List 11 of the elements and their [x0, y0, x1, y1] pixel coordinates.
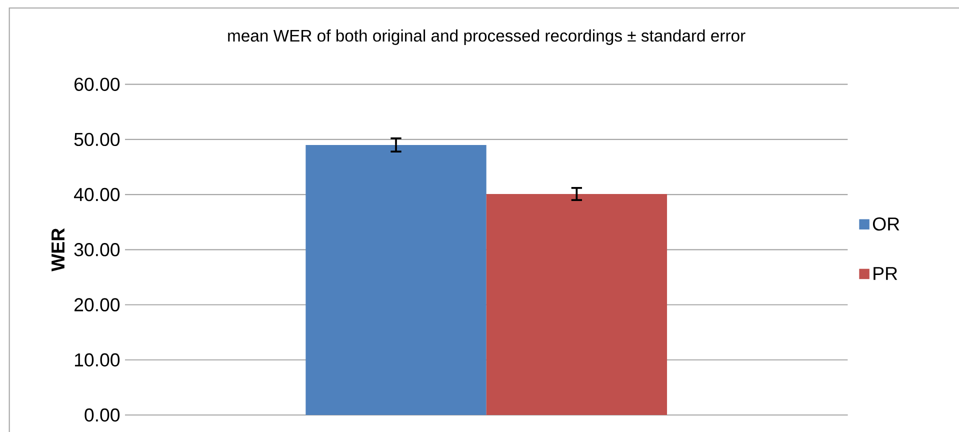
y-axis-title: WER — [52, 228, 64, 272]
y-tick-label: 60.00 — [74, 78, 120, 91]
y-tick-label: 0.00 — [84, 408, 120, 422]
legend-label: PR — [874, 267, 898, 280]
y-tick-label: 50.00 — [74, 132, 120, 146]
chart-title: mean WER of both original and processed recordings ± standard error — [228, 29, 746, 45]
y-tick-label: 10.00 — [75, 353, 120, 366]
y-tick-label: 40.00 — [74, 188, 120, 202]
legend-label: OR — [872, 217, 900, 231]
y-tick-label: 20.00 — [74, 298, 120, 312]
y-tick-label: 30.00 — [74, 243, 120, 256]
